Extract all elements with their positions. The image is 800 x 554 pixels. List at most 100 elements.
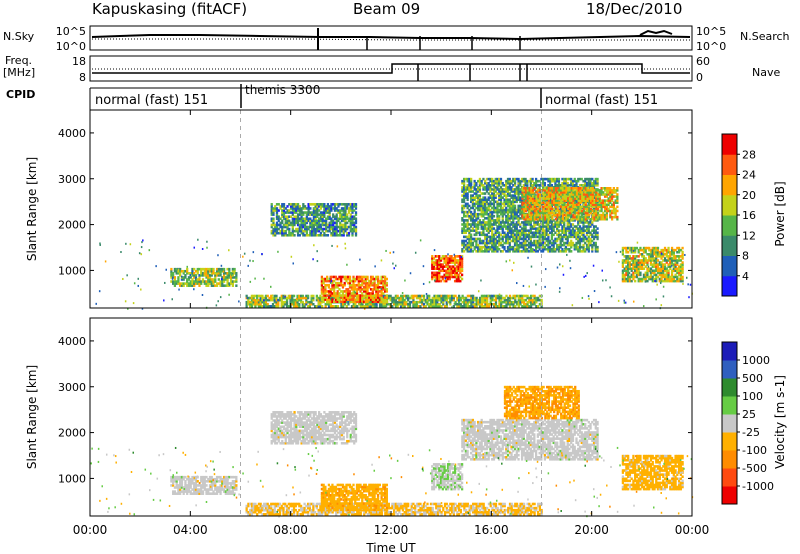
data-cell: [529, 239, 532, 243]
data-cell: [526, 221, 529, 224]
data-cell: [529, 237, 532, 241]
data-cell: [536, 221, 539, 224]
data-cell: [586, 189, 589, 192]
data-cell: [492, 206, 496, 210]
data-cell: [482, 202, 485, 206]
data-cell: [512, 190, 515, 193]
data-cell: [194, 280, 198, 283]
data-cell: [438, 267, 441, 270]
data-cell: [534, 239, 538, 243]
data-cell: [450, 296, 454, 300]
data-cell: [557, 247, 561, 251]
data-cell: [503, 192, 506, 195]
data-cell: [350, 286, 353, 289]
data-cell: [473, 233, 476, 237]
data-cell: [310, 300, 313, 304]
data-cell: [357, 277, 360, 281]
data-cell: [320, 288, 324, 291]
data-cell: [335, 227, 338, 231]
data-cell: [415, 296, 419, 300]
data-cell: [594, 233, 597, 237]
data-cell: [494, 237, 497, 241]
data-cell: [482, 206, 485, 210]
data-cell: [544, 199, 547, 202]
data-cell: [438, 259, 441, 262]
data-cell: [553, 203, 556, 207]
data-cell: [322, 300, 325, 303]
data-cell: [353, 227, 356, 231]
data-cell: [492, 221, 496, 224]
data-cell: [596, 199, 600, 202]
data-cell: [528, 201, 531, 204]
data-cell: [403, 305, 406, 308]
data-cell: [545, 225, 548, 228]
data-cell: [489, 296, 492, 300]
data-cell: [325, 217, 328, 221]
data-cell: [466, 223, 469, 226]
data-cell: [330, 233, 333, 237]
data-cell: [354, 233, 358, 237]
data-cell: [432, 267, 436, 270]
data-cell: [573, 179, 576, 183]
data-cell: [499, 200, 503, 204]
data-cell: [338, 292, 341, 295]
data-cell: [498, 233, 501, 237]
data-cell: [440, 298, 443, 302]
data-cell: [172, 272, 175, 275]
data-cell: [496, 219, 499, 222]
data-cell: [461, 188, 464, 191]
data-cell: [328, 211, 331, 214]
data-cell: [346, 217, 349, 221]
data-cell: [563, 219, 566, 222]
data-cell: [316, 221, 319, 225]
data-cell: [533, 298, 536, 302]
data-cell: [556, 201, 559, 204]
data-cell: [393, 300, 396, 304]
data-cell: [560, 217, 563, 221]
data-cell: [480, 250, 483, 253]
data-cell: [281, 233, 284, 237]
data-cell: [535, 199, 538, 202]
data-cell: [510, 245, 513, 249]
data-cell: [466, 227, 469, 230]
data-cell: [196, 269, 199, 273]
data-cell: [582, 199, 586, 202]
data-cell: [441, 255, 444, 258]
data-cell: [316, 209, 319, 212]
data-cell: [508, 300, 512, 304]
data-cell: [259, 296, 262, 300]
data-cell: [564, 181, 568, 185]
data-cell: [288, 229, 291, 233]
data-cell: [561, 221, 564, 224]
data-cell: [557, 181, 561, 185]
data-cell: [328, 227, 331, 231]
data-cell: [508, 206, 511, 210]
data-cell: [319, 205, 323, 208]
data-cell: [478, 221, 482, 224]
data-cell: [547, 245, 550, 249]
data-cell: [585, 225, 589, 228]
data-cell: [584, 191, 587, 194]
data-cell: [524, 294, 527, 298]
data-cell: [303, 219, 307, 223]
data-cell: [277, 302, 280, 306]
data-cell: [345, 305, 348, 308]
data-cell: [580, 184, 583, 187]
data-cell: [564, 208, 568, 212]
data-cell: [443, 261, 446, 264]
data-cell: [591, 233, 594, 237]
data-cell: [507, 296, 510, 300]
data-cell: [303, 217, 307, 221]
data-cell: [480, 192, 483, 195]
data-cell: [577, 223, 580, 226]
data-cell: [538, 189, 542, 192]
data-cell: [471, 198, 475, 202]
data-cell: [462, 227, 466, 230]
data-cell: [415, 305, 419, 308]
data-cell: [531, 197, 535, 200]
data-cell: [180, 278, 184, 281]
data-cell: [609, 205, 612, 209]
data-cell: [314, 233, 317, 237]
data-cell: [383, 279, 387, 283]
data-cell: [207, 280, 210, 283]
